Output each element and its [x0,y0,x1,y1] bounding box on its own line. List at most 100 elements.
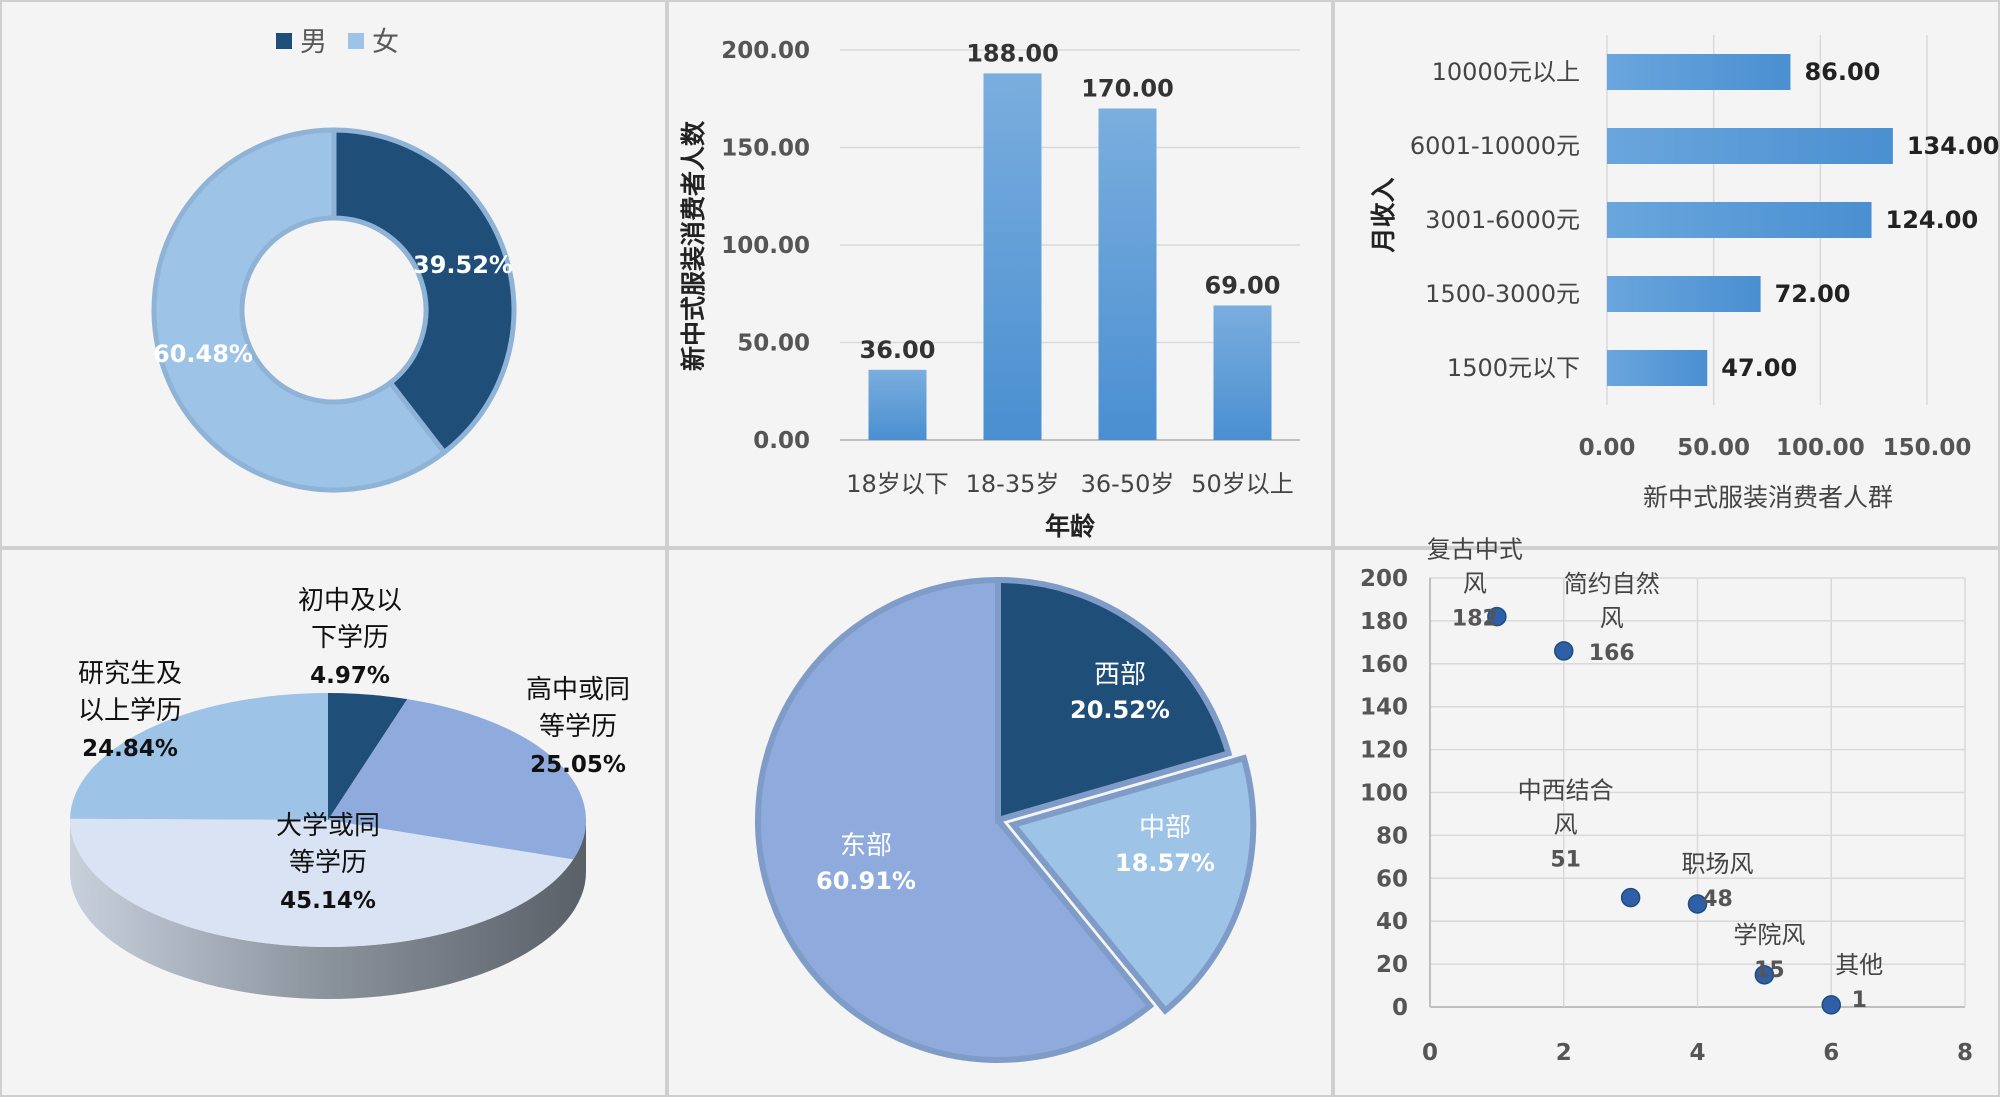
education-slice-label: 大学或同 [276,811,380,841]
income-bar [1607,350,1708,386]
style-point-name-label: 风 [1463,570,1487,598]
age-bar-value-label: 69.00 [1205,271,1281,299]
income-x-axis-title: 新中式服装消费者人群 [1643,483,1893,512]
gender-chart: 男 女 39.52% 60.48% [151,27,517,493]
donut-label-female: 60.48% [153,340,253,368]
style-point-value-label: 1 [1852,988,1867,1013]
panel-income [1333,0,2000,548]
region-slice-label: 东部 [840,831,892,861]
style-point-name-label: 复古中式 [1427,536,1523,564]
style-y-tick: 80 [1376,823,1408,849]
income-bar [1607,202,1872,238]
legend-swatch-female [348,33,364,49]
style-point-value-label: 15 [1754,958,1785,983]
pie3d-slice-university [69,818,574,948]
income-y-axis-title: 月收入 [1369,177,1398,253]
style-point [1554,641,1574,661]
income-bar [1607,276,1761,312]
age-chart: 0.00 50.00 100.00 150.00 200.00 36.00 188.00 1… [679,38,1300,541]
age-bar [983,73,1042,441]
income-category-label: 1500-3000元 [1425,280,1580,308]
income-x-tick: 0.00 [1579,435,1636,461]
age-y-axis-title: 新中式服装消费者人数 [679,120,708,371]
style-point-value-label: 182 [1452,607,1498,632]
region-slice-label: 18.57% [1115,849,1215,877]
style-point-name-label: 中西结合 [1518,777,1614,805]
region-chart: 西部 20.52% 中部 18.57% 东部 60.91% [755,576,1257,1063]
income-category-label: 3001-6000元 [1425,206,1580,234]
style-point [1687,894,1708,914]
region-slice-label: 20.52% [1070,696,1170,724]
style-y-tick: 40 [1376,909,1408,935]
age-bar-value-label: 188.00 [966,39,1059,67]
age-bar [1098,108,1157,440]
style-x-tick: 2 [1556,1040,1572,1066]
age-category-label: 18岁以下 [846,470,949,498]
age-bar [868,369,927,440]
style-y-tick: 20 [1376,952,1408,978]
style-y-tick: 160 [1360,652,1408,678]
age-category-label: 18-35岁 [966,470,1060,498]
education-slice-label: 高中或同 [526,675,630,705]
age-y-tick: 50.00 [737,331,810,357]
style-y-tick: 60 [1376,866,1408,892]
education-slice-label: 研究生及 [78,659,182,689]
style-y-tick: 140 [1360,695,1408,721]
education-slice-label: 45.14% [280,888,376,914]
donut-label-male: 39.52% [413,251,513,279]
age-y-tick: 0.00 [753,428,810,454]
education-slice-label: 下学历 [311,623,389,653]
region-slice-label: 60.91% [816,867,916,895]
pie-slice-east [755,576,1155,1063]
style-x-tick: 4 [1689,1040,1705,1066]
income-category-label: 10000元以上 [1432,58,1580,86]
style-x-tick: 6 [1823,1040,1839,1066]
education-slice-label: 4.97% [310,663,390,689]
income-x-tick: 100.00 [1776,435,1865,461]
style-point-value-label: 51 [1550,848,1581,873]
style-x-tick: 0 [1422,1040,1438,1066]
education-slice-label: 24.84% [82,736,178,762]
age-y-tick: 200.00 [721,38,810,64]
age-category-label: 36-50岁 [1081,470,1175,498]
pie3d-side [70,820,586,999]
income-bar [1607,54,1791,90]
pie-slice-west [995,576,1233,824]
age-bar-value-label: 36.00 [860,336,936,364]
region-slice-label: 中部 [1139,813,1191,843]
style-y-tick: 200 [1360,566,1408,592]
income-x-tick: 150.00 [1883,435,1972,461]
education-slice-label: 等学历 [539,712,617,742]
income-bar-value-label: 47.00 [1721,354,1797,382]
pie3d-slice-graduate [70,693,329,820]
panel-style [1333,548,2000,1097]
income-bar-value-label: 134.00 [1907,132,2000,160]
style-point-name-label: 学院风 [1733,921,1805,949]
donut-slice-female [151,127,448,493]
style-point [1821,995,1841,1015]
education-slice-label: 以上学历 [78,696,182,726]
style-point-value-label: 166 [1589,641,1635,666]
income-category-label: 1500元以下 [1447,354,1580,382]
legend-label-male: 男 [300,27,327,58]
pie3d-slice-high-school [328,699,586,860]
pie-slice-central [1008,754,1257,1015]
education-slice-label: 初中及以 [298,586,402,616]
income-chart: 0.00 50.00 100.00 150.00 86.00 134.00 124.00 7… [1369,35,1999,512]
age-category-label: 50岁以上 [1191,470,1294,498]
style-point [1620,887,1641,908]
style-x-tick: 8 [1957,1040,1973,1066]
age-x-axis-title: 年龄 [1045,512,1096,541]
education-slice-label: 等学历 [289,848,367,878]
style-point-name-label: 风 [1600,604,1624,632]
style-y-tick: 120 [1360,738,1408,764]
income-bar-value-label: 72.00 [1775,280,1851,308]
style-y-tick: 100 [1360,781,1408,807]
income-bar-value-label: 86.00 [1804,58,1880,86]
income-x-tick: 50.00 [1677,435,1750,461]
age-bar-value-label: 170.00 [1081,75,1174,103]
age-bar [1213,305,1272,440]
style-point-name-label: 风 [1554,811,1578,839]
